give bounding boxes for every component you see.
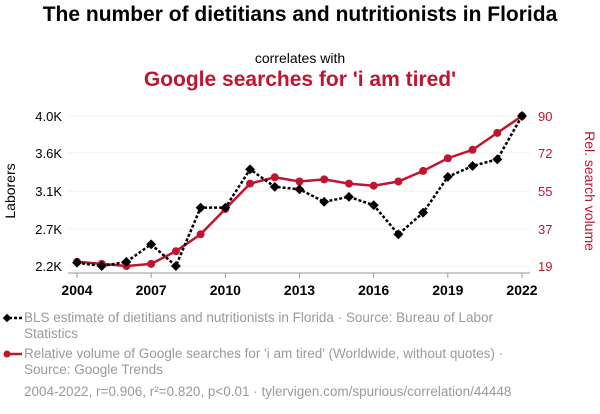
y-axis-label-left: Laborers — [2, 163, 18, 218]
data-point — [171, 247, 180, 256]
legend-item-laborers: BLS estimate of dietitians and nutrition… — [24, 310, 544, 342]
data-point — [492, 154, 503, 165]
legend-marker — [3, 350, 11, 358]
data-point — [294, 184, 305, 195]
y-tick-left: 3.6K — [35, 146, 62, 161]
data-point — [343, 191, 354, 202]
data-point — [442, 171, 453, 182]
y-tick-right: 37 — [538, 222, 552, 237]
y-tick-left: 2.7K — [35, 222, 62, 237]
chart-title: The number of dietitians and nutritionis… — [42, 3, 558, 26]
legend-marker — [2, 313, 12, 323]
data-point — [467, 161, 478, 171]
data-point — [245, 164, 256, 175]
footer-text: 2004-2022, r=0.906, r²=0.820, p<0.01 · t… — [24, 384, 512, 399]
y-tick-right: 90 — [538, 109, 552, 124]
data-point — [419, 166, 428, 175]
y-tick-right: 55 — [538, 184, 552, 199]
data-point — [295, 177, 304, 186]
data-point — [170, 261, 181, 271]
y-tick-left: 3.1K — [35, 184, 62, 199]
data-point — [468, 145, 477, 154]
legend-label: Relative volume of Google searches for '… — [24, 346, 504, 377]
data-point — [220, 202, 231, 213]
chart-title-2: Google searches for 'i am tired' — [143, 68, 457, 91]
plot-area: 4.0K 90 3.6K 72 3.1K 55 2.7K 37 2.2K 19 2004 2007 20… — [2, 109, 598, 358]
data-point — [246, 179, 255, 188]
data-point — [196, 230, 205, 239]
data-point — [146, 239, 157, 250]
legend-item-searches: Relative volume of Google searches for '… — [24, 346, 544, 378]
x-tick: 2007 — [136, 282, 167, 298]
data-point — [393, 229, 404, 240]
data-point — [344, 179, 353, 188]
y-tick-left: 4.0K — [35, 109, 62, 124]
data-point — [147, 259, 156, 268]
data-point — [418, 207, 429, 218]
data-point — [270, 173, 279, 182]
data-point — [493, 128, 502, 137]
chart-subtitle: correlates with — [254, 50, 346, 66]
y-tick-left: 2.2K — [35, 259, 62, 274]
x-tick: 2016 — [358, 282, 389, 298]
data-point — [368, 200, 379, 211]
data-point — [195, 202, 206, 213]
data-point — [269, 181, 280, 192]
x-tick: 2004 — [61, 282, 92, 298]
legend-label: BLS estimate of dietitians and nutrition… — [24, 310, 493, 341]
x-tick: 2019 — [432, 282, 463, 298]
y-axis-label-right: Rel. search volume — [582, 131, 598, 251]
y-tick-right: 19 — [538, 259, 552, 274]
data-point — [320, 175, 329, 184]
x-tick: 2013 — [284, 282, 315, 298]
x-tick: 2022 — [506, 282, 537, 298]
data-point — [369, 181, 378, 190]
data-point — [443, 154, 452, 163]
y-tick-right: 72 — [538, 146, 552, 161]
data-point — [319, 196, 330, 207]
x-tick: 2010 — [210, 282, 241, 298]
data-point — [394, 177, 403, 186]
data-point — [517, 111, 527, 121]
